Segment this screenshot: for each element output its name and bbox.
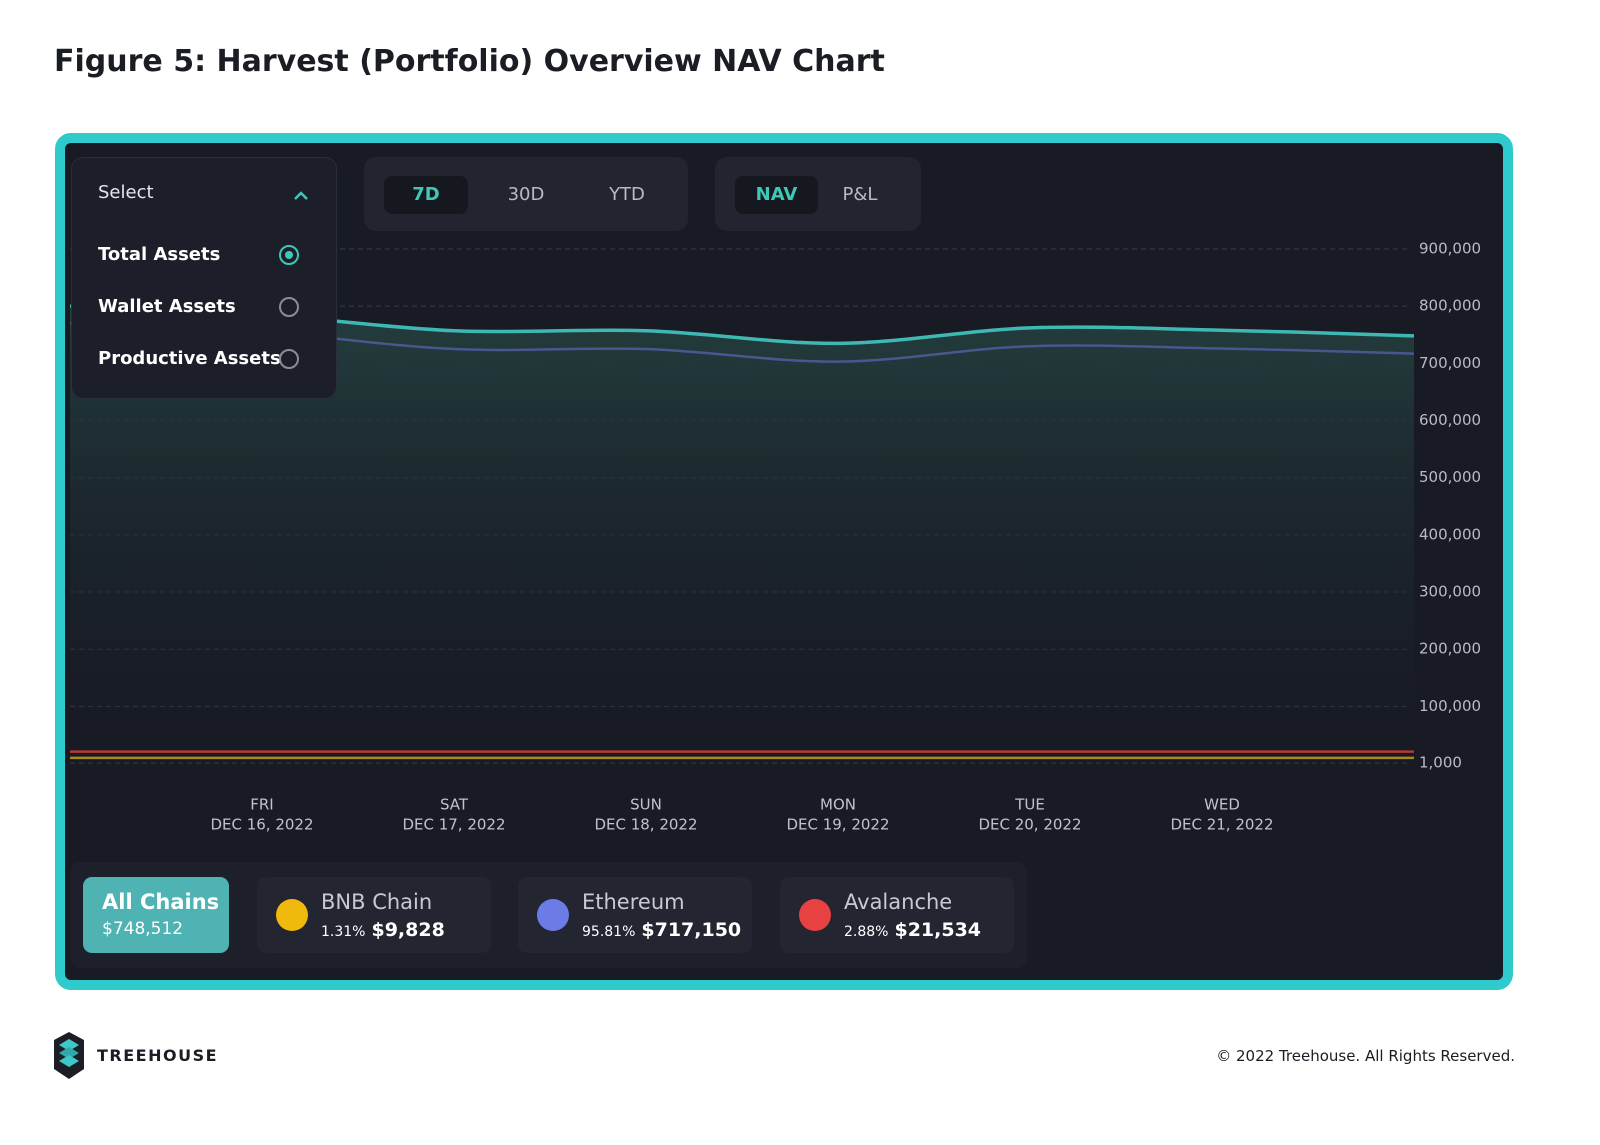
y-tick-label: 1,000 (1419, 754, 1462, 772)
chain-share: 2.88% (844, 924, 889, 940)
y-tick-label: 500,000 (1419, 468, 1481, 486)
chain-icon (799, 899, 831, 931)
y-tick-label: 900,000 (1419, 240, 1481, 258)
ranges-button[interactable]: 30D (507, 184, 545, 205)
chain-name: Avalanche (844, 890, 953, 914)
x-tick-day: SAT (440, 796, 469, 814)
mode-switch: NAV P&L (715, 157, 921, 231)
chain-total: $717,150 (641, 919, 742, 941)
chain-share: 1.31% (321, 924, 366, 940)
y-tick-label: 300,000 (1419, 583, 1481, 601)
chain-icon (276, 899, 308, 931)
radio-button[interactable] (279, 245, 299, 265)
chain-card[interactable]: BNB Chain 1.31% $9,828 (257, 877, 491, 953)
chain-card[interactable]: Ethereum 95.81% $717,150 (518, 877, 752, 953)
x-tick-date: DEC 18, 2022 (594, 816, 697, 834)
x-tick-date: DEC 21, 2022 (1170, 816, 1273, 834)
x-tick-day: FRI (250, 796, 273, 814)
chain-icon (537, 899, 569, 931)
modes-button[interactable]: NAV (735, 176, 818, 214)
figure-title: Figure 5: Harvest (Portfolio) Overview N… (54, 44, 885, 79)
radio-button[interactable] (279, 349, 299, 369)
ranges-button[interactable]: 7D (384, 176, 468, 214)
ranges-button[interactable]: YTD (609, 184, 645, 205)
chain-card[interactable]: Avalanche 2.88% $21,534 (780, 877, 1014, 953)
chain-share: 95.81% (582, 924, 636, 940)
x-tick-day: WED (1204, 796, 1240, 814)
chain-values: 1.31% $9,828 (321, 919, 445, 941)
chain-name: BNB Chain (321, 890, 433, 914)
radio-button[interactable] (279, 297, 299, 317)
y-tick-label: 400,000 (1419, 525, 1481, 543)
x-tick-date: DEC 17, 2022 (402, 816, 505, 834)
treehouse-logo (54, 1032, 84, 1079)
x-tick-day: TUE (1014, 796, 1045, 814)
select-option[interactable]: Total Assets (98, 244, 221, 265)
y-tick-label: 100,000 (1419, 697, 1481, 715)
area-fill (70, 306, 1414, 763)
y-tick-label: 700,000 (1419, 354, 1481, 372)
asset-select[interactable]: Select Total Assets Wallet Assets Producti… (71, 157, 337, 399)
select-option[interactable]: Productive Assets (98, 348, 281, 369)
chain-values: 2.88% $21,534 (844, 919, 981, 941)
brand: TREEHOUSE (97, 1046, 219, 1065)
x-tick-date: DEC 20, 2022 (978, 816, 1081, 834)
chain-total: $748,512 (102, 919, 184, 939)
y-tick-label: 600,000 (1419, 411, 1481, 429)
chain-tray: All Chains $748,512 BNB Chain 1.31% $9,828 Et… (70, 862, 1027, 968)
select-option[interactable]: Wallet Assets (98, 296, 236, 317)
modes-button[interactable]: P&L (842, 184, 878, 205)
copyright: © 2022 Treehouse. All Rights Reserved. (1216, 1047, 1515, 1065)
chain-total: $21,534 (894, 919, 982, 941)
chain-name: Ethereum (582, 890, 685, 914)
x-tick-day: MON (820, 796, 856, 814)
y-tick-label: 200,000 (1419, 640, 1481, 658)
chain-total: $9,828 (371, 919, 445, 941)
x-tick-day: SUN (630, 796, 662, 814)
x-tick-date: DEC 19, 2022 (786, 816, 889, 834)
x-tick-date: DEC 16, 2022 (210, 816, 313, 834)
chain-name: All Chains (102, 890, 220, 914)
select-label: Select (98, 182, 154, 203)
caret-up (294, 191, 308, 200)
chain-card[interactable]: All Chains $748,512 (83, 877, 229, 953)
y-tick-label: 800,000 (1419, 297, 1481, 315)
chain-values: 95.81% $717,150 (582, 919, 741, 941)
range-switch: 7D 30D YTD (364, 157, 688, 231)
